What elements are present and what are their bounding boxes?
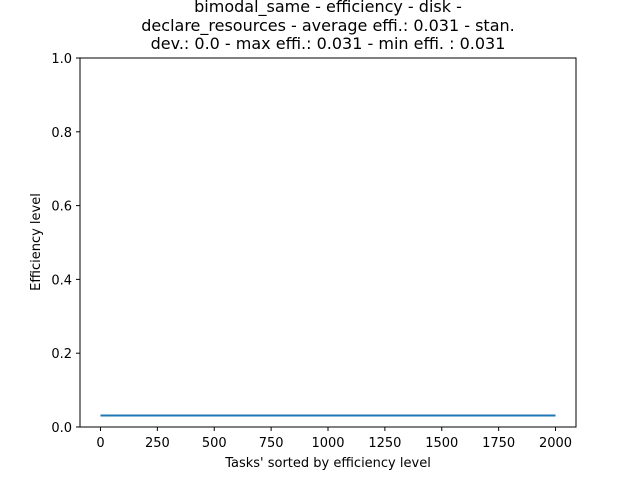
title-line-2: declare_resources - average effi.: 0.031… [141,16,514,36]
x-tick-label: 1250 [368,436,401,451]
x-tick-label: 1500 [425,436,458,451]
y-axis-ticks: 0.0 0.2 0.4 0.6 0.8 1.0 [51,52,80,436]
axes-frame [79,57,577,428]
x-tick-label: 0 [96,436,104,451]
x-tick-label: 1000 [311,436,344,451]
x-tick-label: 250 [145,436,170,451]
y-tick-label: 0.4 [51,273,72,288]
x-tick-label: 750 [259,436,284,451]
y-tick-label: 1.0 [51,52,72,67]
y-axis-label: Efficiency level [29,193,44,291]
x-tick-label: 1750 [482,436,515,451]
chart-title: bimodal_same - efficiency - disk - decla… [141,0,514,53]
title-line-1: bimodal_same - efficiency - disk - [194,0,462,17]
y-tick-label: 0.6 [51,200,72,215]
title-line-3: dev.: 0.0 - max effi.: 0.031 - min effi.… [151,34,506,53]
y-tick-label: 0.8 [51,126,72,141]
x-tick-label: 2000 [539,436,572,451]
y-tick-label: 0.0 [51,421,72,436]
y-tick-label: 0.2 [51,347,72,362]
x-axis-label: Tasks' sorted by efficiency level [224,456,431,471]
plot-area [80,58,576,427]
x-tick-label: 500 [202,436,227,451]
x-axis-ticks: 0 250 500 750 1000 1250 1500 1750 2000 [96,427,572,451]
